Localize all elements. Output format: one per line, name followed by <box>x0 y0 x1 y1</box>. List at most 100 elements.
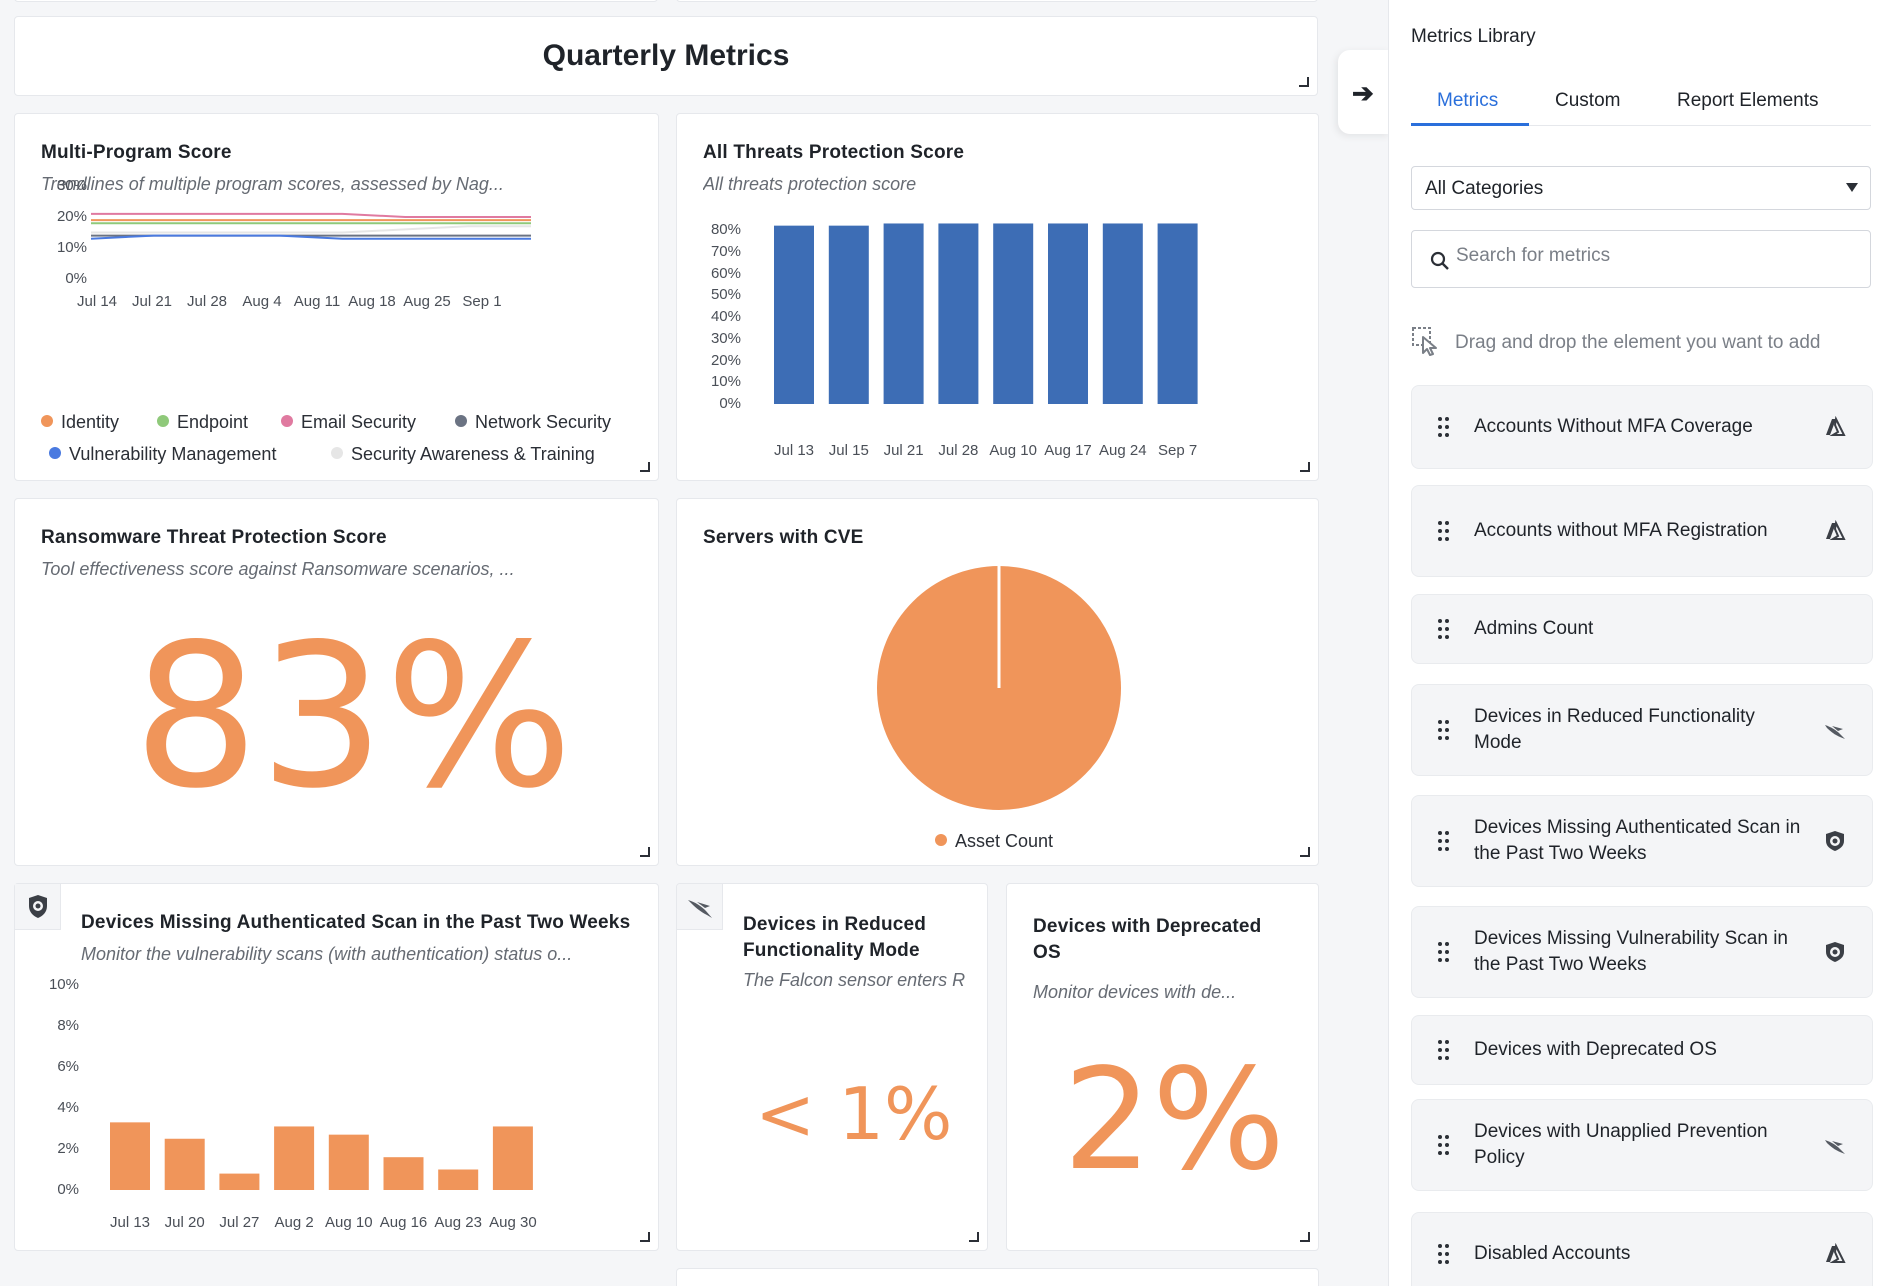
drag-handle-icon[interactable] <box>1438 521 1450 541</box>
chevron-down-icon <box>1846 183 1858 192</box>
tab-custom[interactable]: Custom <box>1555 90 1621 111</box>
resize-handle[interactable] <box>640 847 650 857</box>
card-partial-top-right <box>676 0 1318 2</box>
x-tick-label: Aug 30 <box>489 1214 537 1231</box>
resize-handle[interactable] <box>969 1232 979 1242</box>
metric-item[interactable]: Devices in Reduced Functionality Mode <box>1411 684 1873 776</box>
all-threats-card[interactable]: All Threats Protection Score All threats… <box>676 113 1319 481</box>
legend-item[interactable]: Asset Count <box>935 831 1053 852</box>
legend-item[interactable]: Identity <box>41 412 119 433</box>
legend-label: Asset Count <box>955 831 1054 851</box>
bar <box>1048 223 1088 404</box>
bar <box>1157 223 1198 404</box>
metrics-library-panel: Metrics Library Metrics Custom Report El… <box>1388 0 1888 1286</box>
legend-label: Network Security <box>475 412 612 432</box>
y-tick-label: 10% <box>56 239 87 256</box>
search-input[interactable] <box>1456 245 1856 267</box>
shield-icon <box>15 884 61 930</box>
drag-handle-icon[interactable] <box>1438 720 1450 740</box>
drag-handle-icon[interactable] <box>1438 619 1450 639</box>
metric-item-label: Admins Count <box>1474 618 1594 639</box>
series-line <box>91 212 531 218</box>
legend-item[interactable]: Endpoint <box>157 412 248 433</box>
resize-handle[interactable] <box>1300 1232 1310 1242</box>
legend-item[interactable]: Security Awareness & Training <box>331 444 595 465</box>
drag-handle-icon[interactable] <box>1438 417 1450 437</box>
legend-dot <box>935 834 947 846</box>
resize-handle[interactable] <box>1299 77 1309 87</box>
resize-handle[interactable] <box>1300 462 1310 472</box>
card-title: Devices with Deprecated OS <box>1033 916 1262 963</box>
category-select[interactable]: All Categories <box>1411 166 1871 210</box>
kpi-value: 2% <box>1063 1039 1286 1202</box>
resize-handle[interactable] <box>1300 847 1310 857</box>
arrow-right-icon: ➔ <box>1352 78 1374 108</box>
metric-item[interactable]: Accounts without MFA Registration <box>1411 485 1873 577</box>
bar <box>164 1138 205 1190</box>
drag-handle-icon[interactable] <box>1438 1135 1450 1155</box>
search-box[interactable] <box>1411 230 1871 288</box>
servers-cve-card[interactable]: Servers with CVE Asset Count <box>676 498 1319 866</box>
tab-metrics[interactable]: Metrics <box>1437 90 1499 111</box>
metric-item-label: Devices with Unapplied Prevention Policy <box>1474 1121 1768 1168</box>
metric-item[interactable]: Admins Count <box>1411 594 1873 664</box>
y-tick-label: 2% <box>57 1140 79 1157</box>
page-title: Quarterly Metrics <box>542 39 790 72</box>
y-tick-label: 0% <box>57 1181 79 1198</box>
card-title: All Threats Protection Score <box>703 142 965 163</box>
x-tick-label: Jul 21 <box>883 442 924 459</box>
bar <box>438 1169 479 1190</box>
drag-handle-icon[interactable] <box>1438 1244 1450 1264</box>
metric-item[interactable]: Accounts Without MFA Coverage <box>1411 385 1873 469</box>
deprecated-os-card[interactable]: Devices with Deprecated OS Monitor devic… <box>1006 883 1319 1251</box>
shield-logo-icon <box>1824 830 1846 852</box>
multi-program-card[interactable]: Multi-Program Score Trendlines of multip… <box>14 113 659 481</box>
resize-handle[interactable] <box>640 1232 650 1242</box>
x-tick-label: Aug 17 <box>1044 442 1092 459</box>
card-subtitle: All threats protection score <box>703 174 917 194</box>
y-tick-label: 0% <box>719 395 741 412</box>
card-title: Ransomware Threat Protection Score <box>41 527 387 548</box>
kpi-value: 83% <box>133 601 574 832</box>
tab-bar: Metrics Custom Report Elements <box>1411 80 1871 126</box>
legend-item[interactable]: Network Security <box>455 412 611 433</box>
x-tick-label: Jul 27 <box>219 1214 260 1231</box>
reduced-func-card[interactable]: Devices in Reduced Functionality Mode Th… <box>676 883 988 1251</box>
legend-item[interactable]: Vulnerability Management <box>49 444 276 465</box>
bar <box>492 1126 533 1190</box>
y-tick-label: 10% <box>48 976 79 993</box>
search-icon <box>1430 251 1449 270</box>
tab-report-elements[interactable]: Report Elements <box>1677 90 1819 111</box>
legend-item[interactable]: Email Security <box>281 412 416 433</box>
missing-scan-card[interactable]: Devices Missing Authenticated Scan in th… <box>14 883 659 1251</box>
metric-item-label: Devices in Reduced Functionality Mode <box>1474 706 1755 753</box>
legend-dot <box>157 415 169 427</box>
metric-item-label: Accounts Without MFA Coverage <box>1474 416 1753 437</box>
card-title: Devices Missing Authenticated Scan in th… <box>81 912 631 933</box>
x-tick-label: Aug 10 <box>325 1214 373 1231</box>
metric-item[interactable]: Devices Missing Authenticated Scan in th… <box>1411 795 1873 887</box>
metric-item[interactable]: Devices Missing Vulnerability Scan in th… <box>1411 906 1873 998</box>
metric-item[interactable]: Disabled Accounts <box>1411 1212 1873 1286</box>
x-tick-label: Jul 21 <box>131 293 173 310</box>
collapse-panel-button[interactable]: ➔ <box>1338 50 1390 134</box>
y-tick-label: 30% <box>710 329 741 347</box>
bar <box>383 1157 424 1190</box>
y-tick-label: 8% <box>57 1017 79 1034</box>
card-subtitle: Tool effectiveness score against Ransomw… <box>41 559 515 579</box>
metric-item[interactable]: Devices with Deprecated OS <box>1411 1015 1873 1085</box>
metric-item[interactable]: Devices with Unapplied Prevention Policy <box>1411 1099 1873 1191</box>
x-tick-label: Jul 20 <box>164 1214 205 1231</box>
ransomware-card[interactable]: Ransomware Threat Protection Score Tool … <box>14 498 659 866</box>
drag-handle-icon[interactable] <box>1438 1040 1450 1060</box>
card-title: Servers with CVE <box>703 527 864 548</box>
y-tick-label: 70% <box>710 242 741 260</box>
drag-handle-icon[interactable] <box>1438 942 1450 962</box>
resize-handle[interactable] <box>640 462 650 472</box>
legend-label: Vulnerability Management <box>69 444 277 464</box>
title-card[interactable]: Quarterly Metrics <box>14 16 1318 96</box>
bar-chart <box>110 1122 533 1190</box>
line-chart <box>90 212 531 240</box>
bar <box>219 1173 260 1190</box>
drag-handle-icon[interactable] <box>1438 831 1450 851</box>
